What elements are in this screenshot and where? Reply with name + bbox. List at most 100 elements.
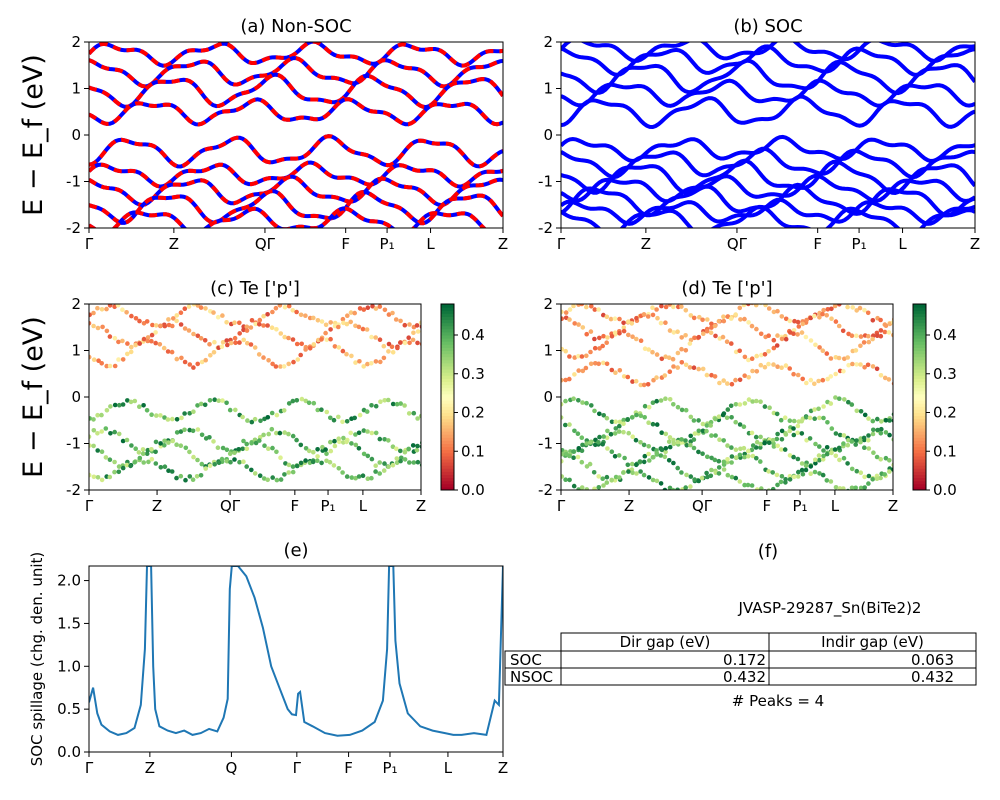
projection-point [878, 431, 884, 436]
projection-point [687, 365, 693, 370]
colorbar-segment [913, 434, 926, 438]
projection-point [853, 348, 859, 353]
projection-point [158, 465, 164, 470]
projection-point [861, 340, 867, 345]
projection-point [381, 343, 387, 349]
y-tick-label: 1 [71, 342, 81, 360]
band-lines [89, 42, 503, 228]
projection-point [356, 446, 362, 451]
projection-point [579, 448, 585, 454]
colorbar-segment [441, 384, 454, 389]
projection-point [290, 337, 296, 342]
projection-point [125, 398, 130, 403]
projection-point [626, 430, 631, 436]
projection-point [716, 414, 722, 420]
colorbar-segment [913, 421, 926, 426]
projection-point [253, 321, 258, 327]
projection-point [824, 313, 829, 318]
projection-point [829, 316, 834, 322]
colorbar-segment [913, 322, 926, 327]
projection-point [146, 459, 151, 465]
projection-point [390, 310, 395, 316]
projection-point [344, 474, 350, 479]
projection-point [737, 452, 743, 458]
projection-point [667, 304, 673, 307]
projection-point [654, 478, 660, 484]
x-tick-label: Z [498, 235, 508, 253]
projection-point [617, 419, 623, 425]
projection-point [646, 451, 651, 457]
colorbar-segment [913, 366, 926, 370]
projection-point [203, 357, 208, 363]
projection-point [286, 335, 291, 341]
projection-point [775, 308, 780, 314]
projection-point [601, 360, 606, 366]
projection-point [133, 446, 138, 452]
band-line [561, 173, 975, 204]
projection-point [803, 467, 809, 473]
projection-point [729, 445, 734, 450]
projection-point [274, 477, 280, 483]
colorbar-segment [441, 338, 454, 342]
projection-point [849, 485, 855, 490]
x-tick-label: Z [145, 759, 155, 777]
projection-point [171, 316, 176, 321]
projection-point [166, 440, 171, 445]
projection-point [261, 432, 266, 438]
projection-point [394, 446, 399, 452]
panel-title-c: (c) Te ['p'] [210, 278, 300, 299]
projection-point [700, 317, 705, 323]
projection-point [360, 473, 366, 479]
projection-point [824, 351, 830, 356]
projection-point [299, 341, 305, 347]
projection-point [742, 373, 747, 379]
projection-point [112, 304, 117, 310]
projection-point [415, 416, 420, 421]
projection-point [294, 398, 300, 403]
projection-point [136, 450, 142, 455]
projection-point [841, 455, 847, 461]
projection-point [696, 366, 701, 372]
table-row-label: NSOC [510, 668, 553, 686]
projection-point [783, 336, 789, 342]
projection-point [741, 445, 747, 451]
projection-point [414, 447, 420, 453]
projection-point [858, 343, 863, 349]
projection-point [393, 317, 399, 322]
panel-a: (a) Non-SOC -2 -1 0 1 2 Γ Z QΓ F P₁ L Z [66, 16, 508, 253]
x-tick-label: QΓ [220, 497, 241, 515]
projection-point [157, 342, 163, 347]
colorbar-segment [913, 437, 926, 441]
projection-point [382, 437, 387, 442]
projection-point [820, 377, 826, 383]
colorbar-segment [913, 471, 926, 475]
projection-point [688, 313, 694, 318]
x-tick-label: L [444, 759, 453, 777]
band-line-overlay [89, 56, 503, 89]
x-tick-label: QΓ [692, 497, 713, 515]
projection-point [579, 354, 585, 359]
x-tick-label: L [359, 497, 368, 515]
projection-point [591, 470, 597, 475]
projection-point [245, 340, 250, 346]
projection-point [621, 470, 626, 475]
projection-point [787, 428, 792, 434]
projection-point [787, 453, 793, 458]
projection-point [667, 435, 673, 440]
colorbar-segment [913, 443, 926, 448]
projection-point [124, 437, 130, 443]
projection-point [281, 364, 287, 369]
projection-point [328, 320, 334, 325]
projection-point [575, 431, 581, 437]
colorbar-segment [441, 372, 454, 376]
projection-point [107, 457, 113, 463]
band-line-overlay [89, 206, 487, 228]
projection-point [691, 418, 697, 423]
projection-point [829, 426, 835, 431]
projection-point [91, 310, 96, 316]
projection-point [862, 365, 867, 370]
projection-point [787, 477, 793, 482]
projection-point [779, 428, 785, 434]
colorbar-segment [913, 356, 926, 361]
projection-point [651, 377, 656, 383]
